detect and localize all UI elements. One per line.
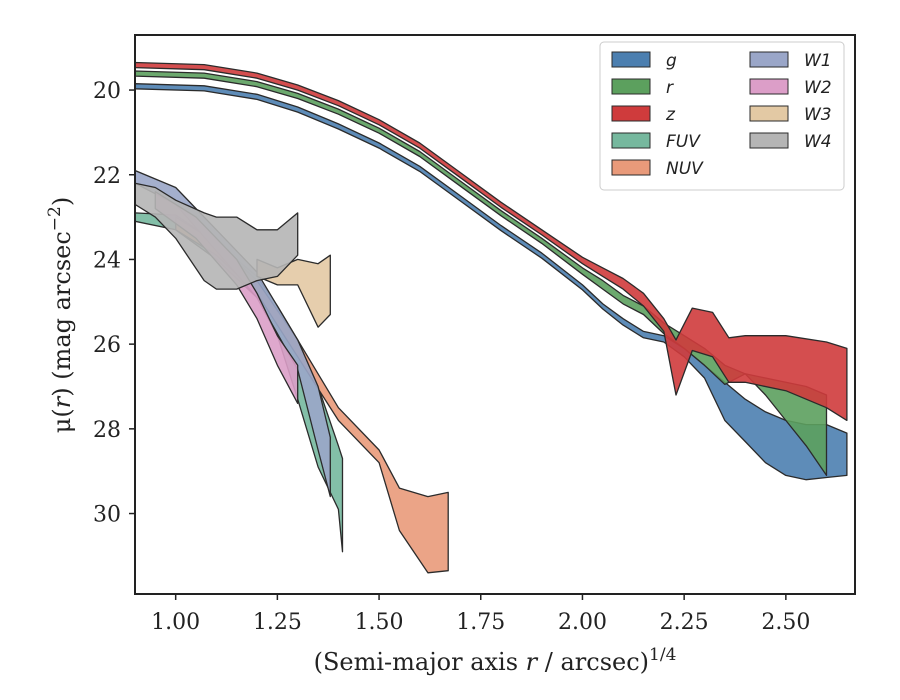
bands-layer: [135, 61, 848, 574]
y-tick-label: 30: [93, 503, 121, 528]
ticks-layer: 1.00 1.25 1.50 1.75 2.00 2.25 2.50 20 22 24 26 28 30: [93, 79, 810, 635]
band-g: [135, 83, 848, 481]
legend-label-z: z: [665, 105, 676, 125]
x-tick-label: 2.00: [558, 610, 607, 635]
x-axis-label: (Semi-major axis r / arcsec)1/4: [314, 645, 677, 676]
y-tick-label: 20: [93, 79, 121, 104]
legend-label-g: g: [666, 51, 677, 71]
legend-label-r: r: [666, 78, 674, 98]
band-r: [135, 70, 828, 477]
legend-swatch-r: [611, 78, 651, 95]
x-tick-label: 1.50: [355, 610, 404, 635]
legend-label-fuv: FUV: [666, 132, 701, 152]
legend-swatch-nuv: [611, 159, 651, 176]
band-z: [135, 61, 848, 422]
x-tick-label: 2.25: [660, 610, 709, 635]
legend-swatch-fuv: [611, 132, 651, 149]
legend-swatch-z: [611, 105, 651, 122]
legend-label-w1: W1: [804, 51, 832, 71]
legend-swatch-w4: [749, 132, 789, 149]
x-tick-label: 1.00: [151, 610, 200, 635]
legend-swatch-w1: [749, 51, 789, 68]
legend-swatch-w2: [749, 78, 789, 95]
y-tick-label: 28: [93, 418, 121, 443]
legend: grz FUV NUV W1 W2 W3 W4: [599, 41, 845, 191]
legend-swatch-w3: [749, 105, 789, 122]
x-tick-label: 1.75: [456, 610, 505, 635]
y-tick-label: 26: [93, 333, 121, 358]
plot-frame: [134, 34, 856, 595]
legend-label-w4: W4: [804, 132, 832, 152]
y-axis-label: μ(r) (mag arcsec−2): [45, 197, 76, 434]
legend-label-nuv: NUV: [666, 159, 704, 179]
y-tick-label: 22: [93, 164, 121, 189]
band-w4: [135, 182, 299, 290]
y-tick-label: 24: [93, 248, 121, 273]
x-tick-label: 1.25: [253, 610, 302, 635]
legend-label-w3: W3: [804, 105, 832, 125]
legend-label-w2: W2: [804, 78, 832, 98]
legend-swatch-g: [611, 51, 651, 68]
x-tick-label: 2.50: [761, 610, 810, 635]
axes-frame: [134, 34, 856, 595]
